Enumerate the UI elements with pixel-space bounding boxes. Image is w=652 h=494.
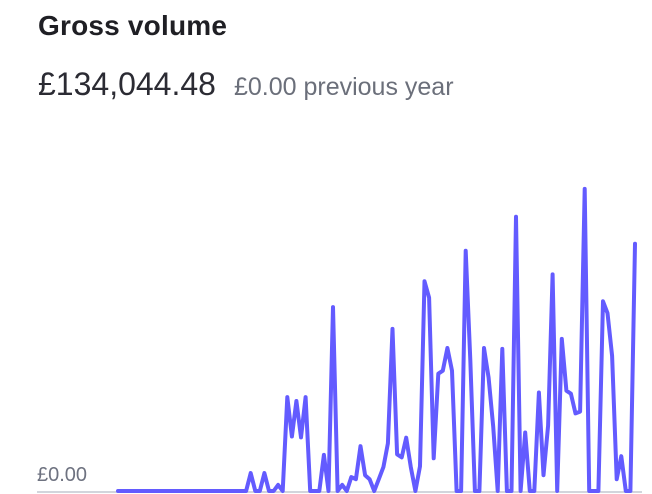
chart-title: Gross volume	[38, 10, 228, 41]
summary-row: £134,044.48 £0.00 previous year	[38, 66, 454, 103]
previous-year-amount: £0.00 previous year	[233, 73, 454, 101]
gross-volume-amount: £134,044.48	[38, 66, 216, 102]
gross-volume-series-line	[116, 186, 637, 493]
y-axis-zero-tick-label: £0.00	[37, 464, 88, 486]
